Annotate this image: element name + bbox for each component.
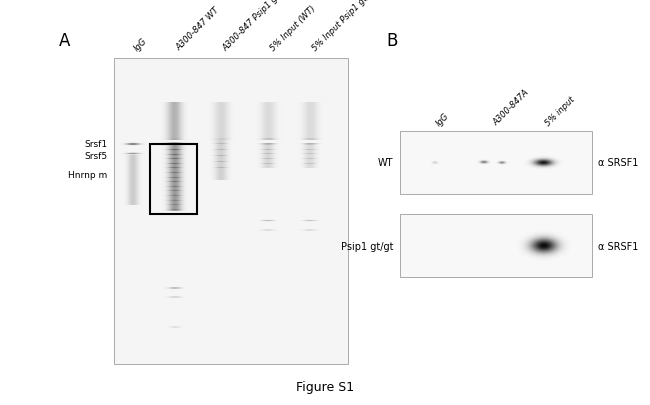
Text: 5% input: 5% input: [543, 95, 577, 128]
Text: IgG: IgG: [434, 111, 451, 128]
Bar: [400, 215, 592, 277]
Text: A300-847A: A300-847A: [492, 88, 531, 128]
Text: Srsf5: Srsf5: [84, 152, 107, 161]
Text: Psip1 gt/gt: Psip1 gt/gt: [341, 241, 393, 251]
Text: A: A: [58, 32, 70, 50]
Text: 5% Input Psip1 gt/gt: 5% Input Psip1 gt/gt: [310, 0, 377, 53]
Bar: [150, 144, 197, 215]
Text: 5% Input (WT): 5% Input (WT): [268, 4, 317, 53]
Text: B: B: [387, 32, 398, 50]
Text: A300-847 Psip1 gt/gt: A300-847 Psip1 gt/gt: [222, 0, 291, 53]
Text: IgG: IgG: [133, 36, 149, 53]
Text: α SRSF1: α SRSF1: [598, 158, 638, 168]
Text: Srsf1: Srsf1: [84, 140, 107, 149]
Text: Figure S1: Figure S1: [296, 380, 354, 393]
Text: α SRSF1: α SRSF1: [598, 241, 638, 251]
Bar: [114, 59, 348, 364]
Text: A300-847 WT: A300-847 WT: [175, 6, 221, 53]
Text: Hnrnp m: Hnrnp m: [68, 171, 107, 179]
Text: WT: WT: [378, 158, 393, 168]
Bar: [400, 132, 592, 194]
